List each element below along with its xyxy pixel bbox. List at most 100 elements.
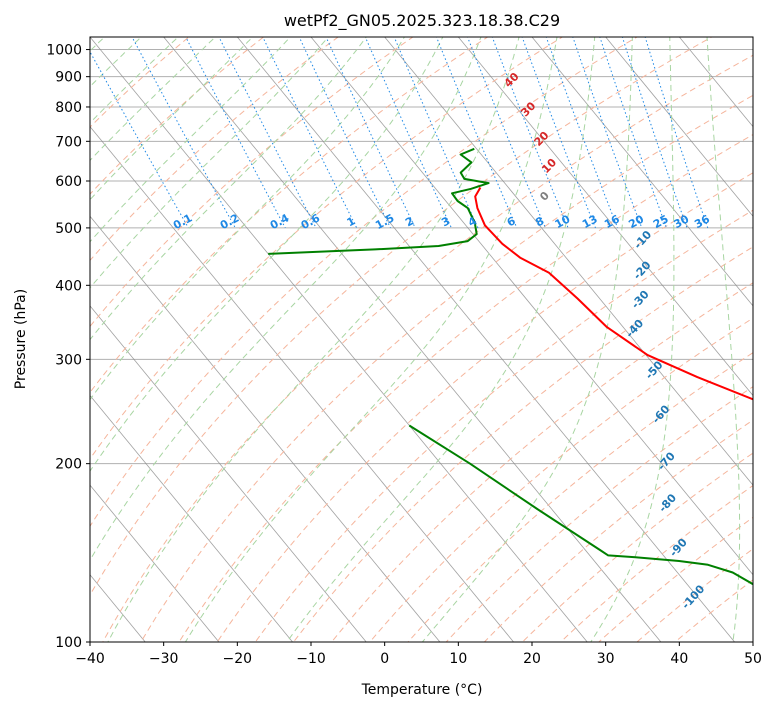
chart-title: wetPf2_GN05.2025.323.18.38.C29 bbox=[284, 11, 560, 31]
mixing-ratio-line bbox=[491, 37, 569, 229]
mixing-ratio-line bbox=[262, 37, 358, 229]
mixing-ratio-label: 20 bbox=[626, 212, 646, 231]
isotherm-line bbox=[90, 125, 514, 642]
mixing-ratio-label: 13 bbox=[580, 212, 600, 231]
isotherm-line bbox=[531, 37, 753, 307]
dry-adiabat-line bbox=[445, 386, 753, 642]
isotherm-line bbox=[605, 37, 753, 217]
dry-adiabat-line bbox=[216, 172, 753, 642]
x-tick-label: 30 bbox=[597, 651, 615, 667]
x-tick-label: 0 bbox=[380, 651, 389, 667]
moist-adiabat-line bbox=[90, 37, 142, 88]
isotherm-line bbox=[90, 394, 293, 642]
sounding-line-2 bbox=[268, 147, 490, 255]
y-tick-label: 200 bbox=[55, 457, 82, 473]
mixing-ratio-label: 0.1 bbox=[171, 211, 194, 232]
moist-adiabat-line bbox=[706, 37, 741, 642]
mixing-ratio-line bbox=[466, 37, 546, 229]
mixing-ratio-label: 25 bbox=[651, 212, 671, 231]
x-tick-label: 50 bbox=[744, 651, 762, 667]
dry-adiabat-label: -10 bbox=[631, 228, 654, 252]
moist-adiabat-line bbox=[90, 37, 329, 289]
isotherm-line bbox=[384, 37, 753, 486]
dry-adiabat-line bbox=[254, 209, 753, 642]
moist-adiabat-line bbox=[90, 37, 444, 472]
moist-adiabat-label: 0 bbox=[537, 189, 552, 204]
dry-adiabat-line bbox=[483, 419, 753, 642]
isotherm-line bbox=[237, 37, 735, 642]
mixing-ratio-line bbox=[435, 37, 518, 229]
x-tick-label: −40 bbox=[75, 651, 105, 667]
x-tick-label: 10 bbox=[449, 651, 467, 667]
mixing-ratio-label: 2 bbox=[403, 214, 416, 229]
y-tick-label: 300 bbox=[55, 352, 82, 368]
plot-area: 0.1 0.2 0.4 0.6 1 1.5 2 3 4 6 8 10 13 16 20 25 30 36-100-… bbox=[90, 37, 753, 642]
isotherm-gridlines bbox=[90, 37, 753, 642]
y-axis-ticks: 100 200 300 400 500 600 700 800 900 1000 bbox=[46, 43, 90, 651]
dry-adiabat-line bbox=[331, 282, 753, 642]
mixing-ratio-line bbox=[364, 37, 452, 229]
dry-adiabat-line bbox=[407, 352, 753, 642]
moist-adiabat-line bbox=[90, 37, 482, 562]
isotherm-line bbox=[458, 37, 753, 397]
moist-adiabat-label: 40 bbox=[502, 70, 522, 90]
x-axis-ticks: −40 −30 −20 −10 0 10 20 30 40 50 bbox=[75, 642, 762, 667]
x-tick-label: 20 bbox=[523, 651, 541, 667]
mixing-ratio-label: 6 bbox=[505, 214, 518, 229]
dry-adiabat-label: -20 bbox=[631, 258, 654, 282]
moist-adiabats bbox=[90, 37, 741, 642]
moist-adiabat-label: 10 bbox=[539, 156, 559, 176]
moist-adiabat-line bbox=[90, 37, 367, 341]
in-plot-labels: 0.1 0.2 0.4 0.6 1 1.5 2 3 4 6 8 10 13 16 20 25 30 36-100-… bbox=[171, 70, 712, 612]
mixing-ratio-label: 0.2 bbox=[218, 211, 241, 232]
mixing-ratio-label: 1.5 bbox=[373, 211, 396, 232]
moist-adiabat-label: 30 bbox=[518, 99, 538, 119]
mixing-ratio-label: 10 bbox=[553, 212, 573, 231]
isotherm-line bbox=[163, 37, 662, 642]
mixing-ratio-line bbox=[325, 37, 416, 229]
mixing-ratio-label: 16 bbox=[602, 212, 622, 231]
moist-adiabat-line bbox=[286, 37, 596, 642]
dry-adiabat-label: -30 bbox=[629, 288, 652, 312]
mixing-ratio-label: 0.4 bbox=[268, 211, 292, 232]
x-tick-label: −20 bbox=[223, 651, 253, 667]
dry-adiabat-line bbox=[369, 317, 753, 642]
moist-adiabat-line bbox=[421, 37, 633, 642]
moist-adiabat-line bbox=[90, 37, 291, 243]
dry-adiabat-label: -70 bbox=[655, 449, 678, 473]
mixing-ratio-label: 0.6 bbox=[299, 211, 323, 232]
sounding-line-1 bbox=[474, 186, 753, 401]
isotherm-line bbox=[752, 37, 753, 38]
isotherm-line bbox=[90, 484, 220, 642]
dry-adiabat-line bbox=[559, 484, 753, 642]
mixing-ratio-line bbox=[545, 37, 619, 229]
mixing-ratio-line bbox=[131, 37, 236, 229]
x-tick-label: 40 bbox=[670, 651, 688, 667]
dry-adiabat-label: -80 bbox=[656, 491, 679, 515]
mixing-ratio-line bbox=[298, 37, 391, 229]
y-axis-label: Pressure (hPa) bbox=[13, 289, 29, 389]
moist-adiabat-line bbox=[90, 37, 216, 162]
x-tick-label: −10 bbox=[296, 651, 326, 667]
mixing-ratio-label: 3 bbox=[439, 214, 452, 229]
moist-adiabat-line bbox=[107, 37, 520, 642]
x-tick-label: −30 bbox=[149, 651, 179, 667]
isotherm-line bbox=[679, 37, 753, 128]
moist-adiabat-line bbox=[90, 37, 179, 124]
dry-adiabat-line bbox=[90, 37, 265, 195]
mixing-ratio-line bbox=[393, 37, 479, 229]
sounding-series bbox=[268, 147, 753, 586]
dry-adiabat-line bbox=[90, 37, 190, 128]
y-tick-label: 100 bbox=[55, 635, 82, 651]
y-tick-label: 800 bbox=[55, 100, 82, 116]
mixing-ratio-label: 36 bbox=[692, 212, 712, 231]
dry-adiabat-line bbox=[178, 133, 753, 642]
dry-adiabat-line bbox=[102, 54, 753, 642]
dry-adiabat-line bbox=[90, 37, 414, 328]
plot-frame bbox=[89, 36, 754, 643]
dry-adiabat-line bbox=[90, 37, 489, 394]
sounding-line-3 bbox=[408, 424, 753, 586]
mixing-ratio-lines bbox=[90, 37, 709, 229]
mixing-ratio-label: 1 bbox=[345, 214, 358, 229]
dry-adiabat-label: -40 bbox=[623, 317, 646, 341]
